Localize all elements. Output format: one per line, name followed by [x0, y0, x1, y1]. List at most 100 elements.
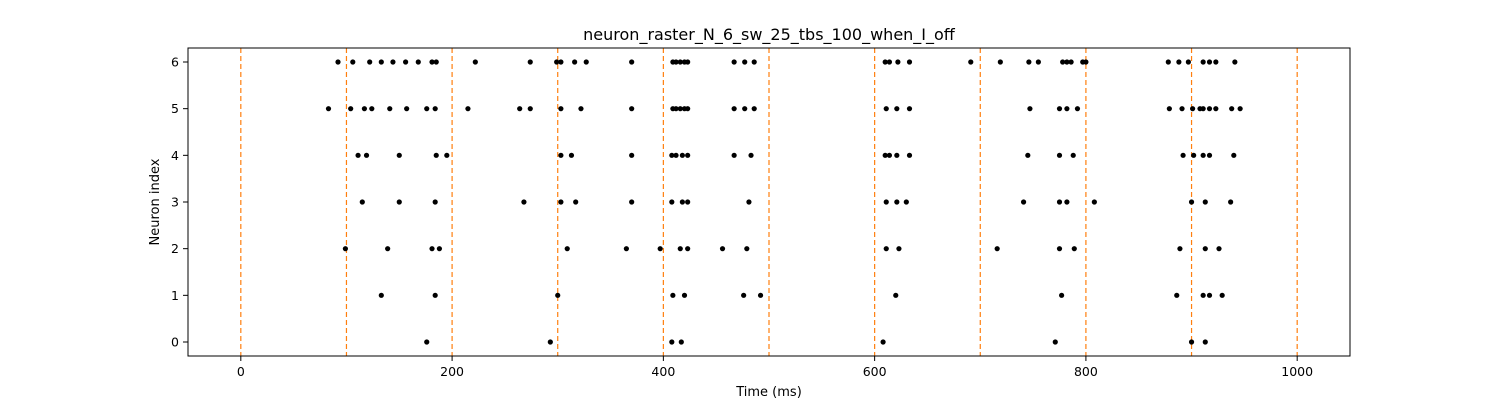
spike-n3-10: [746, 199, 752, 205]
spike-n5-0: [325, 106, 332, 112]
spike-n5-34: [1206, 106, 1213, 112]
y-tick-label-6: 6: [171, 55, 179, 70]
spike-n5-20: [742, 106, 748, 112]
spike-n5-2: [361, 106, 368, 112]
plot-area: 0 200 400 600 800 1000 0 1 2 3 4 5 6: [171, 48, 1313, 379]
spike-n6-10: [527, 59, 533, 65]
spike-n0-3: [678, 339, 684, 345]
spike-n6-2: [367, 59, 373, 65]
spike-n2-10: [744, 246, 750, 252]
spike-n6-15: [629, 59, 635, 65]
spike-n3-0: [359, 199, 365, 205]
spike-n3-13: [903, 199, 909, 205]
spike-n5-33: [1200, 106, 1206, 112]
spike-n6-34: [1068, 59, 1074, 65]
spike-n3-7: [669, 199, 675, 205]
spike-n6-6: [415, 59, 421, 65]
spike-n3-11: [883, 199, 889, 205]
spike-n0-5: [1052, 339, 1058, 345]
spike-n6-21: [731, 59, 737, 65]
spike-n5-29: [1166, 106, 1172, 112]
spike-n6-31: [1035, 59, 1041, 65]
spike-n5-26: [1056, 106, 1063, 112]
spike-n6-4: [390, 59, 396, 65]
spike-n4-23: [1200, 152, 1206, 158]
spike-n3-6: [629, 199, 635, 205]
spike-n4-24: [1206, 152, 1213, 158]
x-axis-label: Time (ms): [735, 385, 802, 400]
spike-n4-16: [894, 152, 900, 158]
spike-n6-8: [433, 59, 439, 65]
spike-n5-36: [1229, 106, 1235, 112]
spike-n4-3: [433, 152, 439, 158]
spike-n1-10: [1200, 292, 1206, 298]
spike-n5-4: [387, 106, 393, 112]
spike-n3-15: [1056, 199, 1063, 205]
spike-n6-3: [378, 59, 384, 65]
spike-n5-10: [527, 106, 533, 112]
spike-n6-43: [1232, 59, 1238, 65]
x-tick-label-800: 800: [1074, 364, 1098, 379]
spike-n0-1: [547, 339, 553, 345]
spike-n4-6: [568, 152, 575, 158]
spike-n6-26: [895, 59, 901, 65]
spike-n1-12: [1219, 292, 1225, 298]
spike-n4-25: [1231, 152, 1237, 158]
spike-n3-12: [894, 199, 900, 205]
chart-title: neuron_raster_N_6_sw_25_tbs_100_when_I_o…: [583, 25, 956, 45]
spike-n2-1: [385, 246, 391, 252]
spike-n4-18: [1025, 152, 1031, 158]
spike-n4-15: [886, 152, 893, 158]
spike-n2-6: [657, 246, 663, 252]
spike-n3-14: [1020, 199, 1027, 205]
spike-n5-22: [883, 106, 889, 112]
spike-n6-17: [673, 59, 679, 65]
spike-n1-2: [555, 292, 561, 298]
spike-n6-13: [572, 59, 578, 65]
spike-n4-17: [906, 152, 913, 158]
y-tick-label-3: 3: [171, 195, 179, 210]
spike-n4-14: [882, 152, 888, 158]
spike-n2-4: [564, 246, 570, 252]
spike-n4-1: [363, 152, 370, 158]
spike-n5-35: [1213, 106, 1219, 112]
spike-n4-22: [1191, 152, 1197, 158]
spike-n2-3: [436, 246, 443, 252]
spike-n4-2: [396, 152, 402, 158]
spike-n1-5: [741, 292, 747, 298]
spike-n6-20: [685, 59, 691, 65]
y-tick-label-2: 2: [171, 241, 179, 256]
spike-n3-9: [685, 199, 691, 205]
spike-n6-22: [742, 59, 748, 65]
spike-n1-0: [378, 292, 384, 298]
spike-n5-12: [578, 106, 584, 112]
spike-n3-16: [1064, 199, 1070, 205]
spike-n6-38: [1176, 59, 1182, 65]
spike-n6-18: [677, 59, 683, 65]
y-tick-label-5: 5: [171, 101, 179, 116]
spike-n3-1: [396, 199, 402, 205]
spike-n6-23: [751, 59, 757, 65]
spike-n6-24: [882, 59, 888, 65]
spike-n4-21: [1180, 152, 1186, 158]
spike-n2-7: [677, 246, 683, 252]
spike-n5-15: [673, 106, 679, 112]
spike-n4-13: [748, 152, 754, 158]
spike-n4-20: [1070, 152, 1076, 158]
axes-frame: [187, 47, 1351, 357]
spike-n3-2: [432, 199, 438, 205]
spike-n4-5: [558, 152, 564, 158]
spike-n6-7: [429, 59, 435, 65]
spike-n3-8: [679, 199, 685, 205]
x-tick-label-400: 400: [651, 364, 675, 379]
spike-n2-15: [1071, 246, 1077, 252]
spike-n1-3: [670, 292, 676, 298]
spike-n2-13: [994, 246, 1000, 252]
spike-n2-9: [719, 246, 726, 252]
spike-n6-36: [1083, 59, 1089, 65]
spike-n3-4: [558, 199, 564, 205]
spike-n1-6: [757, 292, 764, 298]
spike-n6-1: [350, 59, 356, 65]
spike-n6-14: [583, 59, 589, 65]
